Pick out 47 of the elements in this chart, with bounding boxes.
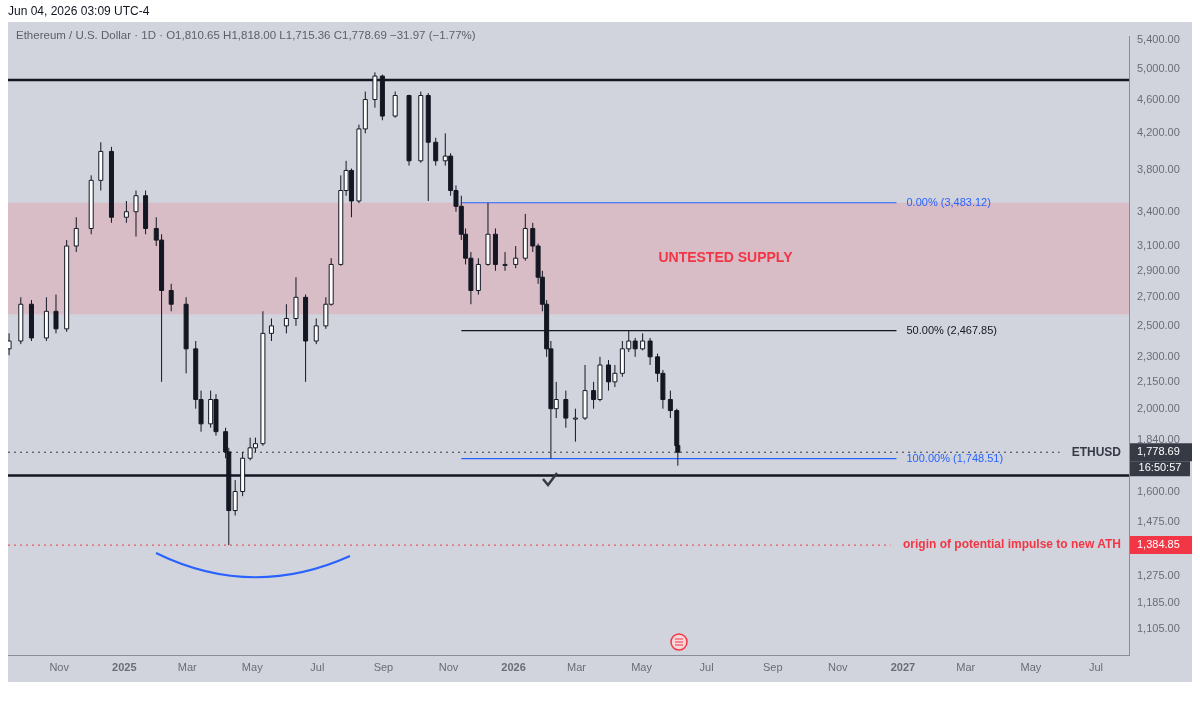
y-tick-label: 1,475.00 [1137,514,1180,527]
chart-title: Jun 04, 2026 03:09 UTC-4 [8,4,150,18]
y-tick-label: 2,900.00 [1137,263,1180,276]
ref-line-label: ETHUSD [1071,444,1122,459]
y-tick-label: 3,800.00 [1137,163,1180,176]
x-tick-label: Jul [1088,660,1103,673]
x-tick-label: Nov [438,660,459,673]
band-label: UNTESTED SUPPLY [658,249,794,266]
ref-line-label: origin of potential impulse to new ATH [903,537,1121,552]
x-tick-label: 2027 [890,660,916,673]
x-tick-label: May [1020,660,1042,673]
y-tick-label: 1,185.00 [1137,596,1180,608]
series-label: 100.00% (1,748.51) [906,451,1004,464]
text: 16:50:57 [1138,461,1182,474]
y-tick-label: 3,400.00 [1137,204,1180,217]
y-tick-label: 5,400.00 [1137,33,1180,46]
x-tick-label: Mar [177,660,197,673]
y-tick-label: 1,105.00 [1137,621,1180,634]
x-tick-label: Mar [956,660,976,673]
x-tick-label: 2026 [501,660,526,673]
y-tick-label: 2,000.00 [1137,401,1180,414]
x-tick-label: Jul [699,660,714,673]
x-tick-label: Sep [762,660,783,673]
y-tick-label: 5,000.00 [1137,61,1180,74]
chart-subtitle: Ethereum / U.S. Dollar · 1D · O1,810.65 H1,818.00 L1,715.36 C1,778.69 −31.97 (−1.77%) [16,29,476,41]
x-tick-label: Jul [310,660,325,673]
series-label: 50.00% (2,467.85) [906,323,997,336]
y-tick-label: 2,500.00 [1137,318,1180,331]
x-tick-label: Nov [828,660,849,673]
y-tick-label: 1,600.00 [1137,484,1180,497]
x-tick-label: 2025 [112,660,137,673]
y-tick-label: 2,150.00 [1137,374,1180,387]
y-tick-label: 1,384.85 [1137,538,1180,551]
y-tick-label: 1,778.69 [1137,445,1180,458]
x-tick-label: May [241,660,264,673]
y-tick-label: 1,275.00 [1137,568,1180,581]
y-tick-label: 1,840.00 [1137,432,1180,445]
y-tick-label: 4,600.00 [1137,92,1180,105]
x-tick-label: Sep [373,660,394,673]
x-tick-label: Mar [567,660,587,673]
y-tick-label: 2,300.00 [1137,349,1180,362]
y-tick-label: 4,200.00 [1137,126,1180,139]
y-tick-label: 2,700.00 [1137,290,1180,303]
y-tick-label: 3,100.00 [1137,239,1180,252]
x-tick-label: May [631,660,653,673]
x-tick-label: Nov [49,660,70,673]
series-label: 0.00% (3,483.12) [906,195,991,208]
